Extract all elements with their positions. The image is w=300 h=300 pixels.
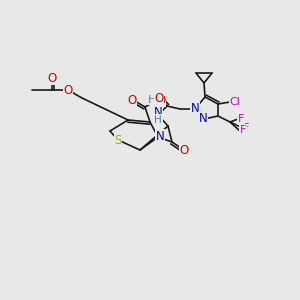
Text: H: H [148,95,156,105]
Text: O: O [179,143,189,157]
Text: O: O [128,94,136,106]
Text: N: N [199,112,207,124]
Text: N: N [190,103,200,116]
Text: O: O [63,83,73,97]
Text: O: O [156,94,166,106]
Text: O: O [47,71,57,85]
Text: F: F [240,125,246,135]
Text: S: S [114,134,122,146]
Text: N: N [156,130,164,142]
Text: H: H [154,115,162,125]
Text: F: F [238,114,244,124]
Text: F: F [243,123,249,133]
Text: N: N [154,106,162,119]
Text: Cl: Cl [230,97,240,107]
Text: O: O [154,92,164,104]
